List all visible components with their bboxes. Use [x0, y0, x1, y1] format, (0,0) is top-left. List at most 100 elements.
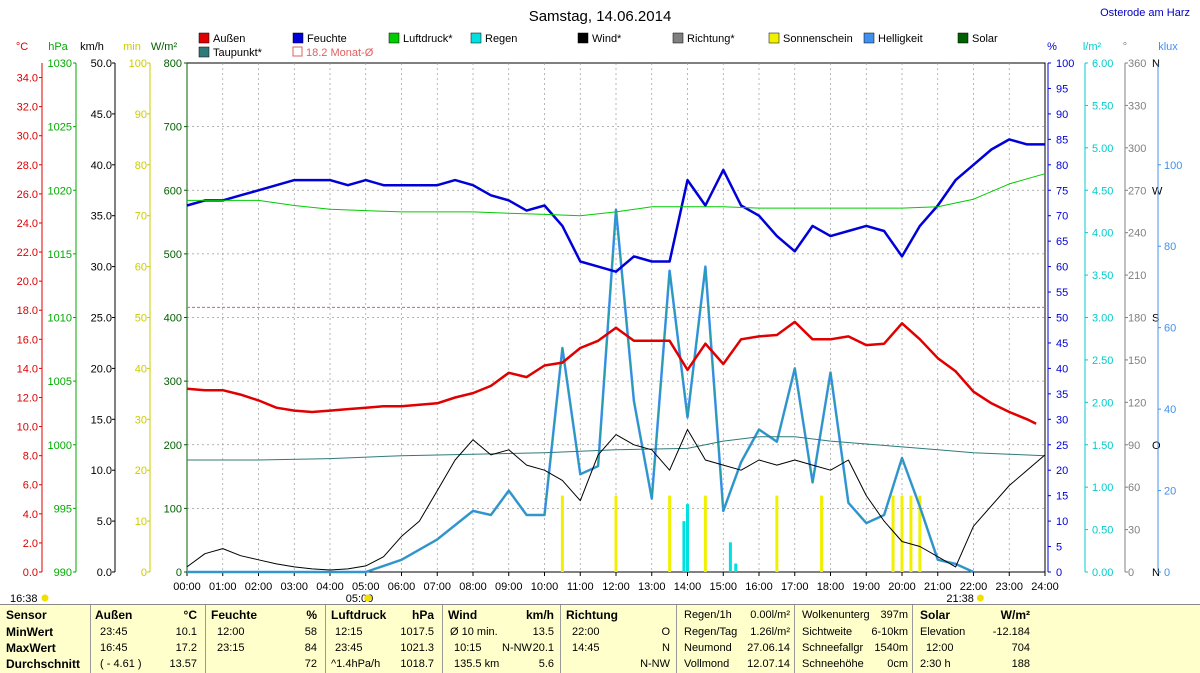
time-axis-tick-label: 20:00	[888, 581, 916, 593]
aussen-avg-value: 13.57	[169, 658, 197, 670]
legend-swatch	[198, 46, 210, 58]
rain-axis-tick-label: 2.00	[1092, 397, 1113, 409]
richtung-max-time: 14:45	[572, 642, 600, 654]
direction-axis-tick-label: 150	[1128, 355, 1146, 367]
sunshine-bar	[703, 495, 707, 572]
solar-axis-tick-label: 200	[164, 440, 182, 452]
time-axis-tick-label: 04:00	[316, 581, 344, 593]
humidity-line	[186, 138, 1045, 273]
richtung-max-value: N	[662, 642, 670, 654]
schneefallgr-label: Schneefallgr	[802, 642, 864, 654]
humidity-axis-tick-label: 5	[1056, 542, 1062, 554]
pressure-line	[187, 173, 1046, 217]
wind-max-time: 10:15	[454, 642, 482, 654]
pressure-axis-tick-label: 1025	[48, 122, 72, 134]
rain-axis-tick-label: 1.50	[1092, 440, 1113, 452]
humidity-axis-tick-label: 80	[1056, 160, 1068, 172]
rain-axis-tick-label: 5.00	[1092, 143, 1113, 155]
direction-compass-label: N	[1152, 58, 1160, 70]
min-axis-tick-label: 20	[135, 465, 147, 477]
legend-swatch	[292, 32, 304, 44]
plot-area	[186, 138, 1046, 574]
solar-header: Solar	[920, 608, 951, 622]
solar-axis-unit: W/m²	[151, 41, 178, 53]
rain-axis-unit: l/m²	[1083, 41, 1102, 53]
feuchte-min-value: 58	[304, 626, 317, 638]
solar-avg-value: 188	[1011, 658, 1030, 670]
legend-swatch	[577, 32, 589, 44]
wind-axis-tick-label: 40.0	[91, 160, 112, 172]
direction-axis-tick-label: 0	[1128, 567, 1134, 579]
wolken-column: Wolkenunterg Sichtweite Schneefallgr Sch…	[794, 605, 913, 673]
pressure-axis-unit: hPa	[48, 41, 68, 53]
direction-axis-tick-label: 30	[1128, 525, 1140, 537]
legend-label: Solar	[972, 33, 998, 45]
axes: °C 34.0 32.0 30.0 28.0 26.0 24.0 22.0 20.0 18.0 16…	[10, 41, 1182, 604]
humidity-axis-tick-label: 0	[1056, 567, 1062, 579]
legend-swatch	[672, 32, 684, 44]
time-axis-tick-label: 17:00	[781, 581, 809, 593]
wind-distance: 135.5 km	[454, 658, 500, 670]
aussen-unit: °C	[183, 608, 197, 622]
wind-avg10-label: Ø 10 min.	[450, 626, 498, 638]
row-min-label: MinWert	[6, 625, 54, 639]
legend-label: Wind*	[592, 33, 622, 45]
schneehoehe-label: Schneehöhe	[802, 658, 864, 670]
pressure-axis-tick-label: 1005	[48, 376, 72, 388]
wind-avg-value: 5.6	[538, 658, 554, 670]
sunrise-label: 05:00	[346, 593, 374, 604]
neumond-label: Neumond	[684, 642, 732, 654]
solar-max-value: 704	[1011, 642, 1030, 654]
temp-axis-tick-label: 20.0	[17, 276, 38, 288]
sensor-column: Sensor MinWert MaxWert Durchschnitt	[0, 605, 91, 673]
temp-axis-tick-label: 10.0	[17, 422, 38, 434]
sunset-icon	[976, 594, 984, 602]
lux-axis-tick-label: 20	[1164, 486, 1176, 498]
luftdruck-max-time: 23:45	[335, 642, 363, 654]
aussen-max-time: 16:45	[100, 642, 128, 654]
legend-label: Außen	[213, 33, 245, 45]
humidity-axis-tick-label: 50	[1056, 313, 1068, 325]
direction-axis-tick-label: 330	[1128, 100, 1146, 112]
regen-1h-label: Regen/1h	[684, 609, 732, 621]
luftdruck-column: Luftdruck hPa 12:15 23:45 ^1.4hPa/h 1017…	[325, 605, 443, 673]
lux-axis-tick-label: 40	[1164, 404, 1176, 416]
temp-axis-tick-label: 22.0	[17, 247, 38, 259]
solar-axis-tick-label: 400	[164, 313, 182, 325]
time-axis-tick-label: 01:00	[209, 581, 237, 593]
time-axis-tick-label: 13:00	[638, 581, 666, 593]
humidity-axis-tick-label: 45	[1056, 338, 1068, 350]
sunshine-bar	[820, 495, 824, 572]
temp-axis-tick-label: 12.0	[17, 392, 38, 404]
time-axis-tick-label: 14:00	[674, 581, 702, 593]
elevation-value: -12.184	[992, 626, 1030, 638]
aussen-header: Außen	[95, 608, 133, 622]
humidity-axis-tick-label: 40	[1056, 363, 1068, 375]
lux-axis-tick-label: 80	[1164, 241, 1176, 253]
legend-label: Helligkeit	[878, 33, 923, 45]
temp-axis-tick-label: 4.0	[23, 509, 38, 521]
feuchte-column: Feuchte % 12:00 23:15 58 84 72	[205, 605, 326, 673]
temp-axis-tick-label: 34.0	[17, 73, 38, 85]
lux-axis-tick-label: 100	[1164, 160, 1182, 172]
humidity-axis-tick-label: 25	[1056, 440, 1068, 452]
lux-axis-tick-label: 60	[1164, 323, 1176, 335]
legend-label: 18.2 Monat-Ø	[306, 47, 374, 59]
rain-axis-tick-label: 4.00	[1092, 228, 1113, 240]
wind-axis-tick-label: 15.0	[91, 414, 112, 426]
dewpoint-line	[187, 436, 1046, 461]
luftdruck-max-value: 1021.3	[400, 642, 434, 654]
wind-line	[186, 429, 1046, 571]
time-axis-tick-label: 11:00	[567, 581, 594, 593]
solar-max-time: 12:00	[926, 642, 954, 654]
lux-axis-tick-label: 0	[1164, 567, 1170, 579]
feuchte-max-time: 23:15	[217, 642, 245, 654]
humidity-axis-tick-label: 75	[1056, 185, 1068, 197]
sunrise-icon	[364, 594, 372, 602]
solar-axis-tick-label: 500	[164, 249, 182, 261]
rain-axis-tick-label: 0.50	[1092, 525, 1113, 537]
pressure-axis-tick-label: 1030	[48, 58, 72, 70]
time-axis-tick-label: 21:00	[924, 581, 952, 593]
pressure-axis-tick-label: 1000	[48, 440, 72, 452]
